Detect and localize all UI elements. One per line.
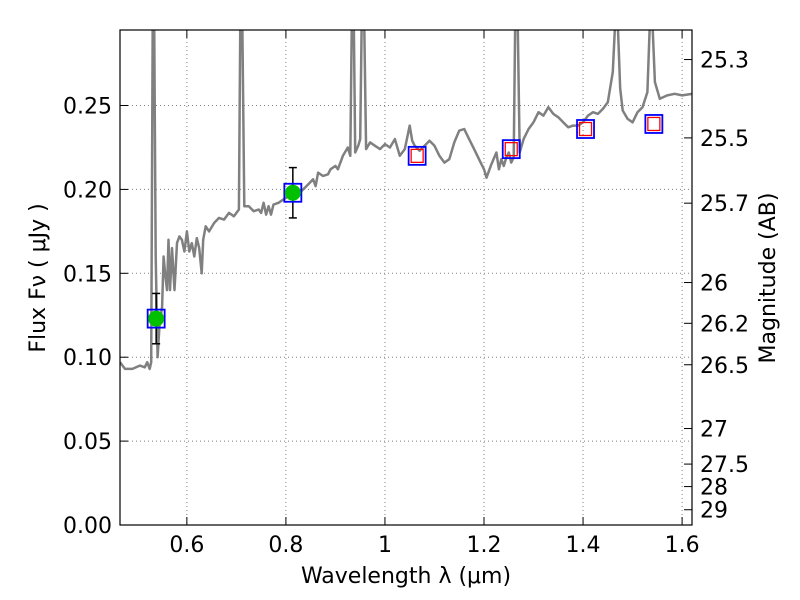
model-photometry-square: [146, 308, 166, 329]
predicted-flux-square: [410, 148, 424, 163]
y-axis-label: Flux Fν ( μJy ): [26, 203, 51, 352]
x-axis-label: Wavelength λ (μm): [301, 564, 511, 589]
y-tick-label: 0.00: [63, 514, 112, 539]
right-axis-label: Magnitude (AB): [756, 193, 781, 364]
y-tick-label: 0.05: [63, 430, 112, 455]
predicted-flux-square: [578, 121, 593, 137]
y-tick-label: 0.25: [63, 95, 112, 120]
y-tick-label: 0.10: [63, 346, 112, 371]
right-tick-label: 25.3: [700, 49, 749, 74]
right-tick-label: 26.5: [700, 354, 749, 379]
observed-flux-point: [148, 310, 165, 327]
series-layer: [120, 30, 692, 371]
right-tick-label: 26: [700, 272, 728, 297]
x-tick-label: 0.6: [169, 533, 204, 558]
x-tick-label: 1: [378, 533, 392, 558]
model-photometry-square: [407, 145, 427, 166]
x-tick-label: 0.8: [268, 533, 303, 558]
model-spectrum-line: [120, 30, 692, 371]
right-tick-label: 27.5: [700, 453, 749, 478]
right-tick-label: 25.7: [700, 192, 749, 217]
right-tick-label: 28: [700, 476, 728, 501]
x-tick-label: 1.4: [566, 533, 601, 558]
right-tick-label: 26.2: [700, 312, 749, 337]
x-tick-label: 1.6: [665, 533, 700, 558]
predicted-flux-square: [647, 116, 661, 132]
right-tick-label: 29: [700, 499, 728, 524]
model-photometry-square: [576, 119, 595, 139]
model-photometry-square: [501, 139, 521, 160]
x-tick-label: 1.2: [467, 533, 502, 558]
axes-layer: 0.6 0.8 1 1.2 1.4 1.6 0.00 0.05 0.10 0.15 0.20 0.25…: [63, 30, 749, 558]
right-tick-label: 27: [700, 418, 728, 443]
right-tick-label: 25.5: [700, 127, 749, 152]
model-photometry-square: [644, 114, 664, 134]
y-tick-label: 0.15: [63, 262, 112, 287]
y-tick-label: 0.20: [63, 178, 112, 203]
plot-frame: [119, 29, 693, 526]
predicted-flux-square: [504, 141, 518, 157]
observed-flux-point: [284, 184, 301, 201]
model-photometry-square: [283, 182, 303, 203]
